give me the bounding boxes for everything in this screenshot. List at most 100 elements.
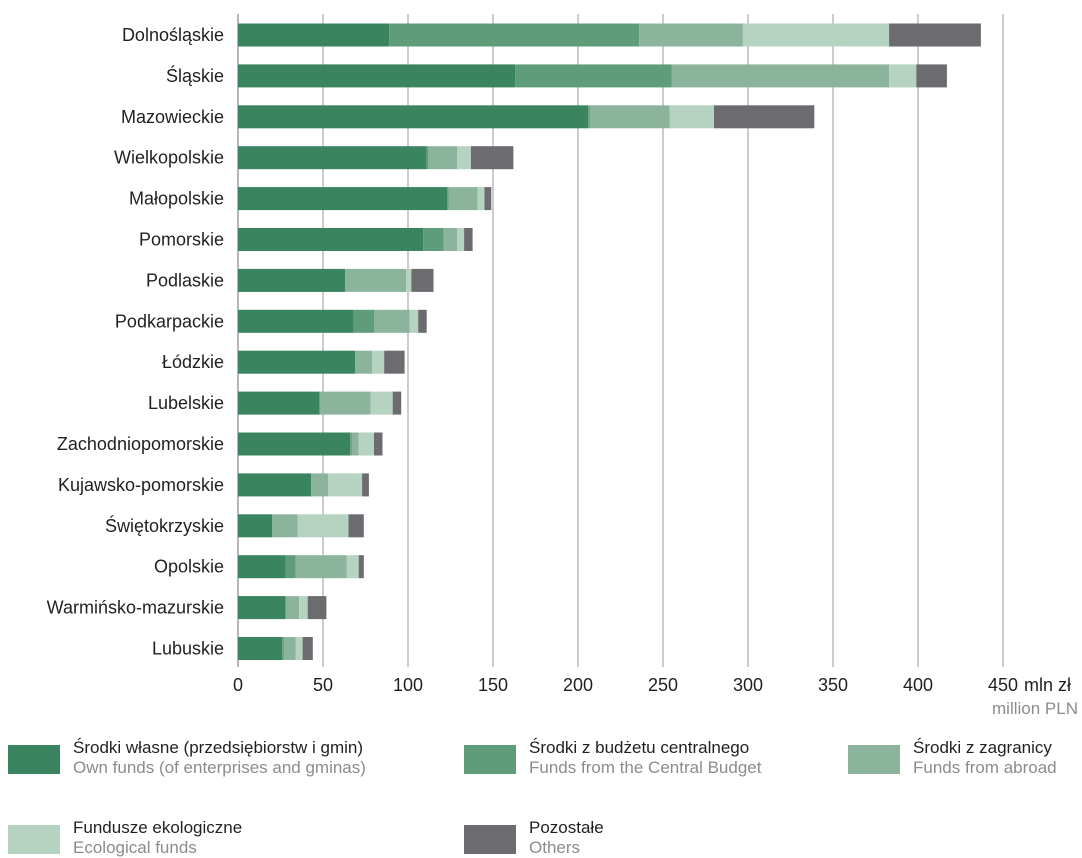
bar-segment-series-3 (457, 228, 465, 251)
bar-segment-series-4 (384, 350, 405, 374)
bar-segment-series-2 (345, 268, 407, 292)
legend: Środki własne (przedsiębiorstw i gmin) O… (0, 730, 1082, 857)
bar-segment-series-3 (372, 350, 385, 374)
legend-label-en: Ecological funds (73, 838, 197, 857)
bar-segment-series-2 (589, 105, 670, 129)
category-labels: Dolnośląskie Śląskie Mazowieckie Wielkopols… (47, 25, 224, 659)
bar-segment-series-3 (477, 187, 485, 211)
bar-segment-series-3 (409, 309, 419, 333)
x-tick-label: 350 (818, 675, 848, 695)
bar-segment-series-0 (238, 514, 272, 538)
bar-segment-series-4 (889, 23, 981, 47)
legend-swatch-own-funds (8, 745, 60, 774)
x-tick-label: 400 (903, 675, 933, 695)
category-label: Zachodniopomorskie (57, 434, 224, 454)
category-label: Łódzkie (162, 352, 224, 372)
x-axis-ticks: 0 50 100 150 200 250 300 350 400 450 (233, 675, 1018, 695)
x-axis-unit-label: mln zł (1024, 675, 1071, 695)
bar-segment-series-1 (447, 187, 449, 211)
bar-segment-series-3 (297, 514, 349, 538)
category-label: Opolskie (154, 557, 224, 577)
x-tick-label: 300 (733, 675, 763, 695)
legend-label-en: Others (529, 838, 581, 857)
bar-segment-series-4 (358, 555, 364, 579)
category-label: Podkarpackie (115, 311, 224, 331)
bar-segment-series-4 (302, 637, 313, 660)
bar-segment-series-0 (238, 555, 286, 579)
category-label: Małopolskie (129, 189, 224, 209)
bar-segment-series-4 (392, 391, 402, 415)
bars (238, 23, 981, 660)
bar-segment-series-3 (457, 146, 471, 170)
bar-segment-series-3 (889, 64, 917, 88)
bar-segment-series-2 (285, 596, 300, 620)
bar-segment-series-2 (448, 187, 478, 211)
category-label: Lubuskie (152, 639, 224, 659)
bar-segment-series-3 (299, 596, 308, 620)
bar-segment-series-3 (295, 637, 303, 660)
legend-swatch-ecological-funds (8, 825, 60, 854)
bar-segment-series-2 (283, 637, 296, 660)
bar-segment-series-0 (238, 187, 448, 211)
bar-segment-series-2 (428, 146, 458, 170)
category-label: Mazowieckie (121, 107, 224, 127)
legend-swatch-others (464, 825, 516, 854)
bar-segment-series-1 (282, 637, 284, 660)
legend-label: Środki z budżetu centralnego (529, 738, 750, 757)
bar-segment-series-4 (464, 228, 473, 251)
x-tick-label: 450 (988, 675, 1018, 695)
legend-label-en: Own funds (of enterprises and gminas) (73, 758, 366, 777)
bar-segment-series-2 (374, 309, 410, 333)
bar-segment-series-0 (238, 391, 320, 415)
bar-segment-series-2 (351, 432, 359, 456)
bar-segment-series-0 (238, 268, 346, 292)
bar-segment-series-2 (355, 350, 373, 374)
bar-segment-series-4 (307, 596, 327, 620)
category-label: Śląskie (166, 65, 224, 86)
bar-segment-series-0 (238, 350, 356, 374)
x-axis-unit-label-en: million PLN (992, 699, 1078, 718)
legend-label: Środki z zagranicy (913, 738, 1052, 757)
bar-segment-series-3 (370, 391, 393, 415)
bar-segment-series-0 (238, 637, 283, 660)
legend-label: Środki własne (przedsiębiorstw i gmin) (73, 738, 364, 757)
bar-segment-series-1 (285, 555, 296, 579)
bar-segment-series-2 (671, 64, 890, 88)
bar-segment-series-0 (238, 64, 516, 88)
bar-segment-series-4 (348, 514, 364, 538)
bar-segment-series-4 (916, 64, 947, 88)
bar-segment-series-2 (639, 23, 743, 47)
bar-segment-series-1 (389, 23, 640, 47)
bar-segment-series-2 (319, 391, 371, 415)
bar-segment-series-0 (238, 309, 354, 333)
bar-segment-series-3 (742, 23, 890, 47)
bar-segment-series-4 (484, 187, 492, 211)
bar-segment-series-2 (311, 473, 329, 497)
bar-segment-series-0 (238, 146, 427, 170)
bar-segment-series-1 (588, 105, 590, 129)
category-label: Podlaskie (146, 270, 224, 290)
bar-segment-series-3 (346, 555, 359, 579)
bar-segment-series-1 (515, 64, 672, 88)
legend-swatch-central-budget (464, 745, 516, 774)
bar-segment-series-0 (238, 473, 312, 497)
bar-segment-series-3 (669, 105, 714, 129)
bar-segment-series-1 (350, 432, 352, 456)
bar-segment-series-4 (362, 473, 369, 497)
legend-label-en: Funds from the Central Budget (529, 758, 762, 777)
bar-segment-series-3 (328, 473, 363, 497)
legend-label-en: Funds from abroad (913, 758, 1057, 777)
bar-segment-series-0 (238, 596, 286, 620)
bar-segment-series-4 (411, 268, 434, 292)
category-label: Wielkopolskie (114, 148, 224, 168)
bar-segment-series-2 (272, 514, 298, 538)
x-tick-label: 250 (648, 675, 678, 695)
bar-segment-series-0 (238, 228, 424, 251)
bar-segment-series-3 (358, 432, 374, 456)
bar-segment-series-1 (423, 228, 444, 251)
category-label: Warmińsko-mazurskie (47, 598, 224, 618)
chart: Dolnośląskie Śląskie Mazowieckie Wielkopols… (47, 14, 1078, 718)
x-tick-label: 50 (313, 675, 333, 695)
bar-segment-series-1 (353, 309, 374, 333)
legend-label: Fundusze ekologiczne (73, 818, 243, 837)
